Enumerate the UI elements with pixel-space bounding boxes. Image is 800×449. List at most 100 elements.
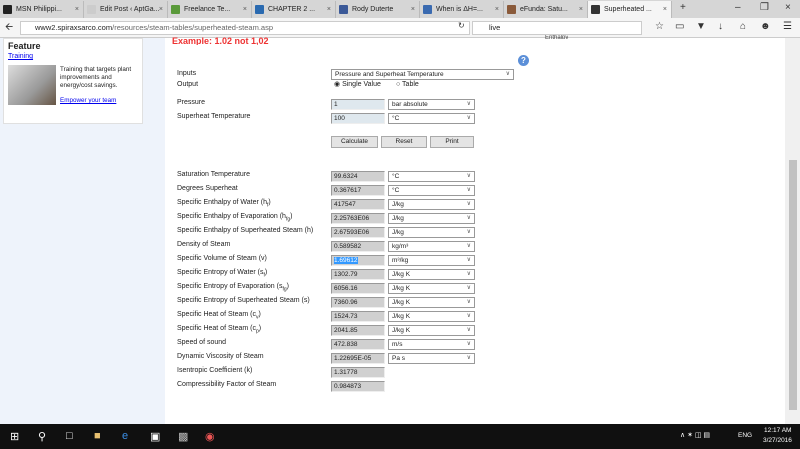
inputs-select[interactable]: Pressure and Superheat Temperature xyxy=(331,69,514,80)
store-icon[interactable]: ▣ xyxy=(150,431,161,443)
result-value[interactable]: 2041.85 xyxy=(331,325,385,336)
result-unit-select[interactable]: J/kg K xyxy=(388,269,475,280)
result-label: Specific Enthalpy of Superheated Steam (… xyxy=(177,227,314,234)
training-link[interactable]: Training xyxy=(8,53,34,60)
taskbar: ⊞ ⚲ □ ■ e ▣ ▩ ◉ ∧ ✶ ◫ ▤ ENG 12:17 AM 3/2… xyxy=(0,424,800,449)
url-bar[interactable]: www2.spiraxsarco.com/resources/steam-tab… xyxy=(20,21,470,35)
result-value[interactable]: 0.589582 xyxy=(331,241,385,252)
browser-tab[interactable]: Edit Post ‹ AptGa... × xyxy=(84,1,168,18)
pocket-icon[interactable]: ▼ xyxy=(696,21,706,32)
result-unit-select[interactable]: °C xyxy=(388,185,475,196)
download-icon[interactable]: ↓ xyxy=(718,21,723,32)
result-unit-select[interactable]: J/kg xyxy=(388,199,475,210)
output-radio-single[interactable]: ◉ Single Value xyxy=(334,81,381,88)
result-value[interactable]: 2.25763E06 xyxy=(331,213,385,224)
result-value[interactable]: 7360.96 xyxy=(331,297,385,308)
result-label: Speed of sound xyxy=(177,339,227,346)
firefox-icon[interactable]: ◉ xyxy=(205,431,215,443)
reset-button[interactable]: Reset xyxy=(381,136,427,148)
result-value[interactable]: 99.6324 xyxy=(331,171,385,182)
result-unit-select[interactable]: m³/kg xyxy=(388,255,475,266)
superheat-unit-select[interactable]: °C xyxy=(388,113,475,124)
browser-tab[interactable]: Superheated ... × xyxy=(588,1,672,18)
reload-icon[interactable]: ↻ xyxy=(458,21,465,30)
output-radio-table[interactable]: ○ Table xyxy=(396,81,419,88)
result-unit-select[interactable]: J/kg K xyxy=(388,283,475,294)
close-tab-icon[interactable]: × xyxy=(242,6,247,13)
result-value[interactable]: 1.22695E-05 xyxy=(331,353,385,364)
result-value[interactable]: 6056.16 xyxy=(331,283,385,294)
result-label: Specific Entropy of Water (sf) xyxy=(177,269,268,279)
feature-heading: Feature xyxy=(8,41,41,51)
result-unit-select[interactable]: kg/m³ xyxy=(388,241,475,252)
browser-tab[interactable]: Rody Duterte × xyxy=(336,1,420,18)
help-icon[interactable]: ? xyxy=(518,55,529,66)
superheat-input[interactable]: 100 xyxy=(331,113,385,124)
empower-link[interactable]: Empower your team xyxy=(60,97,117,104)
close-window-icon[interactable]: × xyxy=(785,2,791,13)
result-unit-select[interactable]: J/kg xyxy=(388,227,475,238)
result-unit-select[interactable]: J/kg K xyxy=(388,325,475,336)
result-value[interactable]: 472.838 xyxy=(331,339,385,350)
result-label: Specific Volume of Steam (v) xyxy=(177,255,267,262)
url-path: /resources/steam-tables/superheated-stea… xyxy=(112,23,274,32)
favicon-icon xyxy=(339,5,348,14)
browser-tab[interactable]: CHAPTER 2 ... × xyxy=(252,1,336,18)
sync-icon[interactable]: ☻ xyxy=(760,21,771,32)
result-value[interactable]: 1302.79 xyxy=(331,269,385,280)
clock-time[interactable]: 12:17 AM xyxy=(764,427,792,434)
edge-icon[interactable]: e xyxy=(122,430,129,442)
close-tab-icon[interactable]: × xyxy=(410,6,415,13)
language-indicator[interactable]: ENG xyxy=(738,432,753,439)
search-value: live xyxy=(489,23,501,32)
task-view-icon[interactable]: □ xyxy=(66,430,73,442)
start-icon[interactable]: ⊞ xyxy=(10,431,20,443)
calculate-button[interactable]: Calculate xyxy=(331,136,378,148)
result-unit-select[interactable]: J/kg K xyxy=(388,297,475,308)
search-taskbar-icon[interactable]: ⚲ xyxy=(38,431,47,443)
bookmark-star-icon[interactable]: ☆ xyxy=(655,21,664,32)
browser-tab[interactable]: MSN Philippi... × xyxy=(0,1,84,18)
result-unit-select[interactable]: m/s xyxy=(388,339,475,350)
browser-tab[interactable]: eFunda: Satu... × xyxy=(504,1,588,18)
close-tab-icon[interactable]: × xyxy=(158,6,163,13)
result-unit-select[interactable]: Pa s xyxy=(388,353,475,364)
home-icon[interactable]: ⌂ xyxy=(740,21,747,32)
favicon-icon xyxy=(3,5,12,14)
result-value[interactable]: 2.67593E06 xyxy=(331,227,385,238)
result-label: Specific Enthalpy of Evaporation (hfg) xyxy=(177,213,293,223)
close-tab-icon[interactable]: × xyxy=(74,6,79,13)
close-tab-icon[interactable]: × xyxy=(662,6,667,13)
restore-icon[interactable]: ❐ xyxy=(760,2,769,13)
result-value[interactable]: 0.367617 xyxy=(331,185,385,196)
result-unit-select[interactable]: J/kg K xyxy=(388,311,475,322)
result-value[interactable]: 0.984873 xyxy=(331,381,385,392)
close-tab-icon[interactable]: × xyxy=(578,6,583,13)
browser-tab[interactable]: When is ΔH=... × xyxy=(420,1,504,18)
clipboard-icon[interactable]: ▭ xyxy=(675,21,685,32)
app-icon[interactable]: ▩ xyxy=(178,431,189,443)
menu-icon[interactable]: ☰ xyxy=(783,21,792,32)
close-tab-icon[interactable]: × xyxy=(326,6,331,13)
pressure-input[interactable]: 1 xyxy=(331,99,385,110)
tray-icons[interactable]: ∧ ✶ ◫ ▤ xyxy=(680,432,711,439)
tab-bar: MSN Philippi... × Edit Post ‹ AptGa... × Fre… xyxy=(0,0,800,18)
clock-date[interactable]: 3/27/2016 xyxy=(763,437,792,444)
result-value[interactable]: 417547 xyxy=(331,199,385,210)
result-value[interactable]: 1524.73 xyxy=(331,311,385,322)
close-tab-icon[interactable]: × xyxy=(494,6,499,13)
browser-tab[interactable]: Freelance Te... × xyxy=(168,1,252,18)
result-value[interactable]: 1.31778 xyxy=(331,367,385,378)
print-button[interactable]: Print xyxy=(430,136,474,148)
minimize-icon[interactable]: – xyxy=(735,2,741,13)
pressure-unit-select[interactable]: bar absolute xyxy=(388,99,475,110)
result-value[interactable]: 1.69612 xyxy=(331,255,385,266)
new-tab-icon[interactable]: + xyxy=(680,2,686,13)
result-unit-select[interactable]: J/kg xyxy=(388,213,475,224)
scrollbar-thumb[interactable] xyxy=(789,160,797,410)
result-unit-select[interactable]: °C xyxy=(388,171,475,182)
tab-label: Rody Duterte xyxy=(352,6,394,13)
file-explorer-icon[interactable]: ■ xyxy=(94,430,101,442)
search-input[interactable]: live xyxy=(472,21,642,35)
back-icon[interactable]: 🡨 xyxy=(5,22,14,33)
